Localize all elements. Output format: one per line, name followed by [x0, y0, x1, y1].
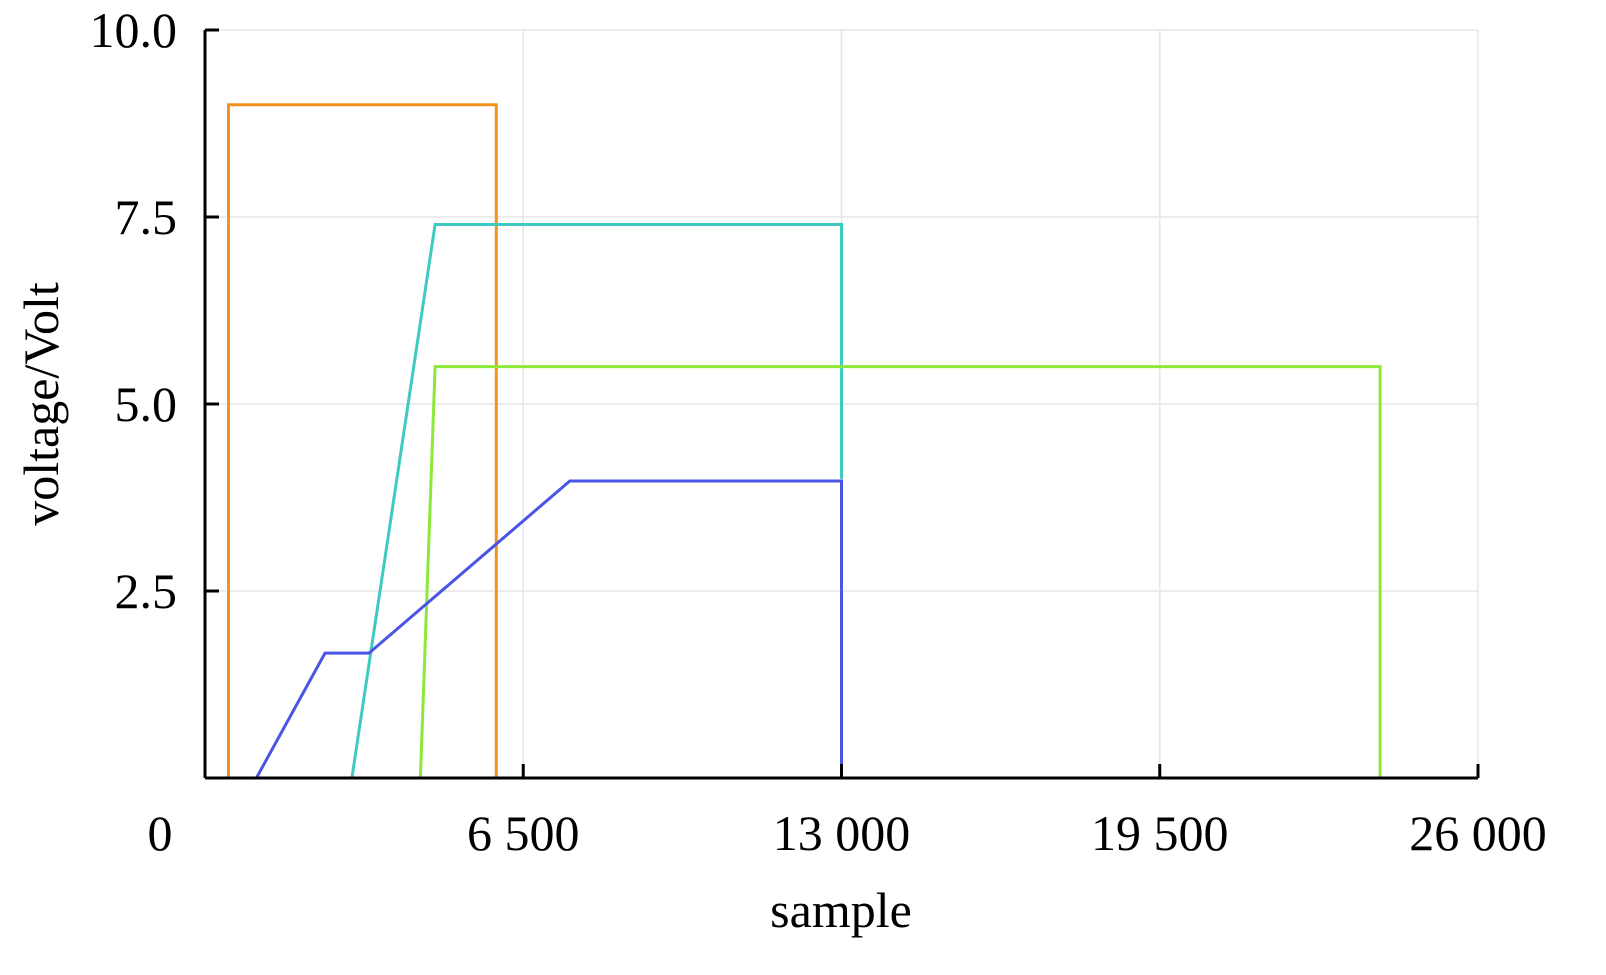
series-line-3 [418, 365, 1382, 779]
y-tick-label: 2.5 [115, 563, 178, 619]
x-tick-label: 13 000 [773, 805, 911, 861]
y-tick-label: 7.5 [115, 189, 178, 245]
data-series [227, 103, 1382, 779]
x-tick-label: 6 500 [467, 805, 580, 861]
x-tick-label: 19 500 [1091, 805, 1229, 861]
x-tick-label: 0 [148, 805, 173, 861]
y-tick-label: 5.0 [115, 376, 178, 432]
axes [203, 28, 1480, 780]
x-tick-label: 26 000 [1409, 805, 1547, 861]
series-line-4 [255, 479, 843, 779]
y-axis-title: voltage/Volt [13, 282, 69, 526]
x-axis-title: sample [770, 882, 912, 938]
y-tick-label: 10.0 [90, 2, 178, 58]
series-line-2 [350, 223, 843, 779]
tick-labels: 2.5 5.0 7.5 10.0 0 6 500 13 000 19 500 26 000 [90, 2, 1547, 861]
series-line-1 [227, 103, 498, 778]
